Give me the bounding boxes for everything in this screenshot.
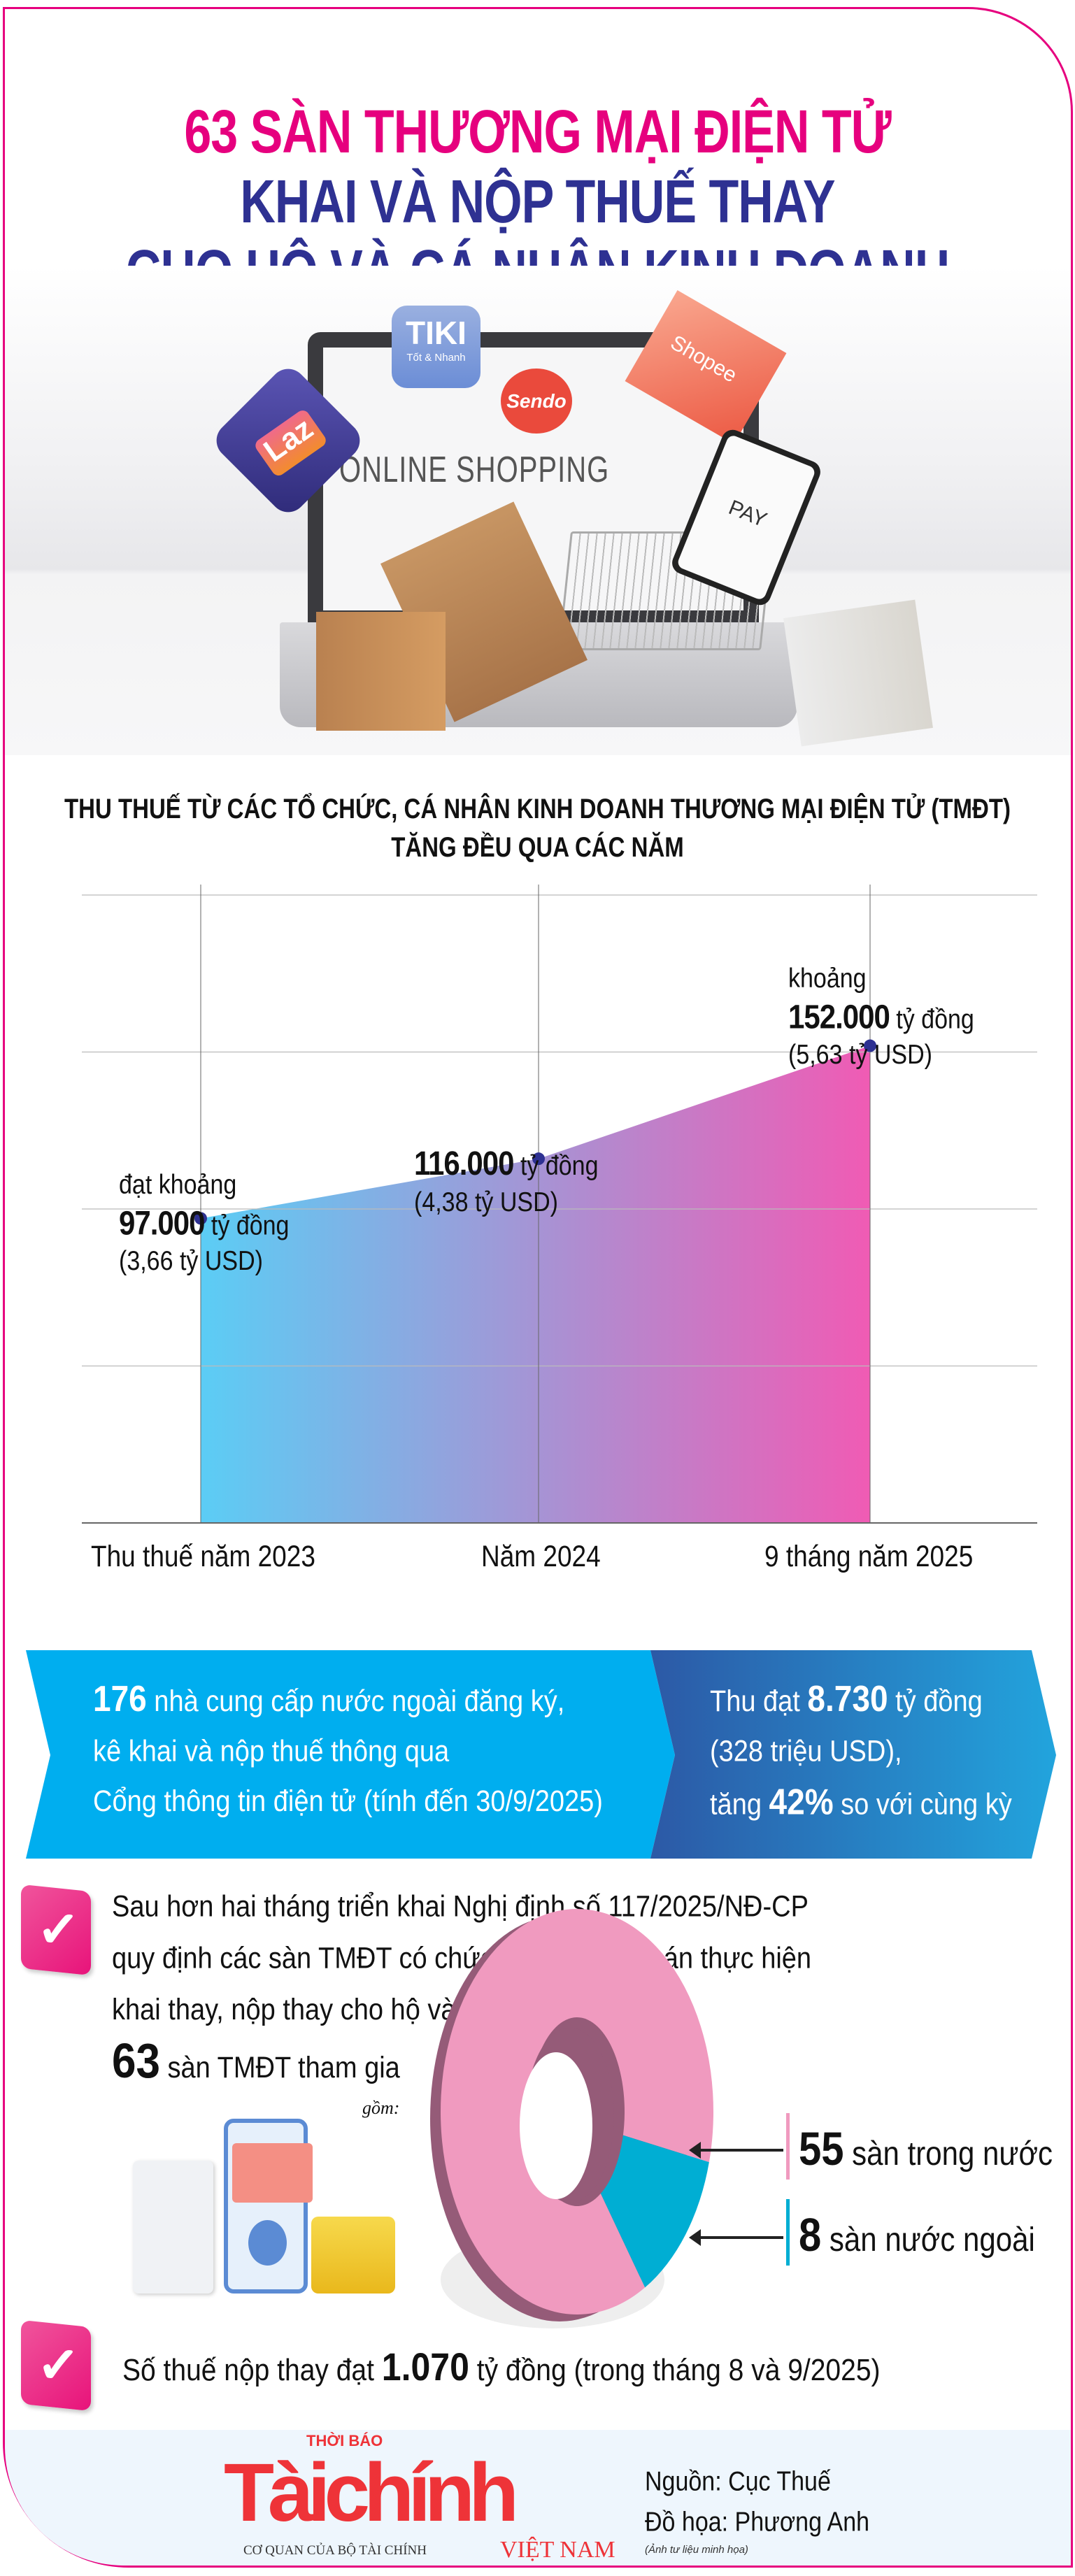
title-line-1: 63 SÀN THƯƠNG MẠI ĐIỆN TỬ [184, 97, 891, 166]
receipt-icon [133, 2161, 213, 2294]
x-tick-2025: 9 tháng năm 2025 [764, 1539, 974, 1573]
source-text: Nguồn: Cục Thuế [645, 2466, 831, 2497]
x-tick-2023: Thu thuế năm 2023 [91, 1539, 315, 1573]
banner-right-text: Thu đạt 8.730 tỷ đồng (328 triệu USD), t… [710, 1677, 1012, 1822]
screen-text: ONLINE SHOPPING [339, 450, 610, 490]
check-circle-icon [248, 2220, 287, 2266]
stats-banner [26, 1650, 1056, 1859]
photo-note: (Ảnh tư liệu minh họa) [645, 2544, 748, 2556]
arrow-head-icon [689, 2229, 701, 2246]
section2-text: Số thuế nộp thay đạt 1.070 tỷ đồng (tron… [122, 2345, 881, 2389]
title-line-2: KHAI VÀ NỘP THUẾ THAY [240, 167, 835, 236]
donut-slice [441, 1909, 713, 2314]
donut-hole [520, 2052, 592, 2199]
banner-right [650, 1650, 1056, 1859]
legend-foreign: 8 sàn nước ngoài [799, 2209, 1035, 2261]
coins-icon [311, 2217, 395, 2294]
area-chart [82, 885, 1037, 1524]
label-2023: đạt khoảng 97.000 tỷ đồng (3,66 tỷ USD) [119, 1169, 290, 1277]
arrow-head-icon [689, 2142, 701, 2159]
payment-illustration [133, 2119, 406, 2307]
newspaper-logo: THỜI BÁO Tàichính CƠ QUAN CỦA BỘ TÀI CHÍ… [224, 2432, 615, 2563]
data-point [194, 1212, 207, 1225]
legend-bar-foreign [786, 2199, 790, 2266]
data-point [864, 1039, 876, 1052]
label-2024: 116.000 tỷ đồng (4,38 tỷ USD) [414, 1144, 599, 1217]
chart-title: THU THUẾ TỪ CÁC TỔ CHỨC, CÁ NHÂN KINH DO… [64, 793, 1011, 824]
brown-box [316, 612, 446, 731]
legend-bar-domestic [786, 2113, 790, 2180]
donut-slice [600, 2135, 709, 2288]
x-tick-2024: Năm 2024 [481, 1539, 601, 1573]
donut-chart [430, 1909, 783, 2328]
label-2025: khoảng 152.000 tỷ đồng (5,63 tỷ USD) [788, 963, 974, 1071]
tiki-logo: TIKI Tốt & Nhanh [392, 306, 480, 388]
hero-illustration: ONLINE SHOPPING TIKI Tốt & Nhanh Sendo S… [5, 266, 1071, 755]
checkbox-icon: ✓ [21, 1884, 91, 1976]
includes-label: gồm: [362, 2098, 400, 2118]
data-point [532, 1152, 545, 1166]
banner-left [26, 1650, 675, 1859]
legend-domestic: 55 sàn trong nước [799, 2123, 1053, 2175]
sendo-logo: Sendo [501, 368, 572, 434]
chart-subtitle: TĂNG ĐỀU QUA CÁC NĂM [391, 831, 684, 863]
footer [5, 2430, 1071, 2566]
banner-left-text: 176 nhà cung cấp nước ngoài đăng ký, kê … [93, 1677, 603, 1819]
infographic-frame [3, 7, 1073, 2568]
checkbox-icon-2: ✓ [21, 2319, 91, 2412]
designer-text: Đồ họa: Phương Anh [645, 2507, 870, 2538]
area-fill [201, 1045, 870, 1523]
card-icon [232, 2143, 313, 2203]
